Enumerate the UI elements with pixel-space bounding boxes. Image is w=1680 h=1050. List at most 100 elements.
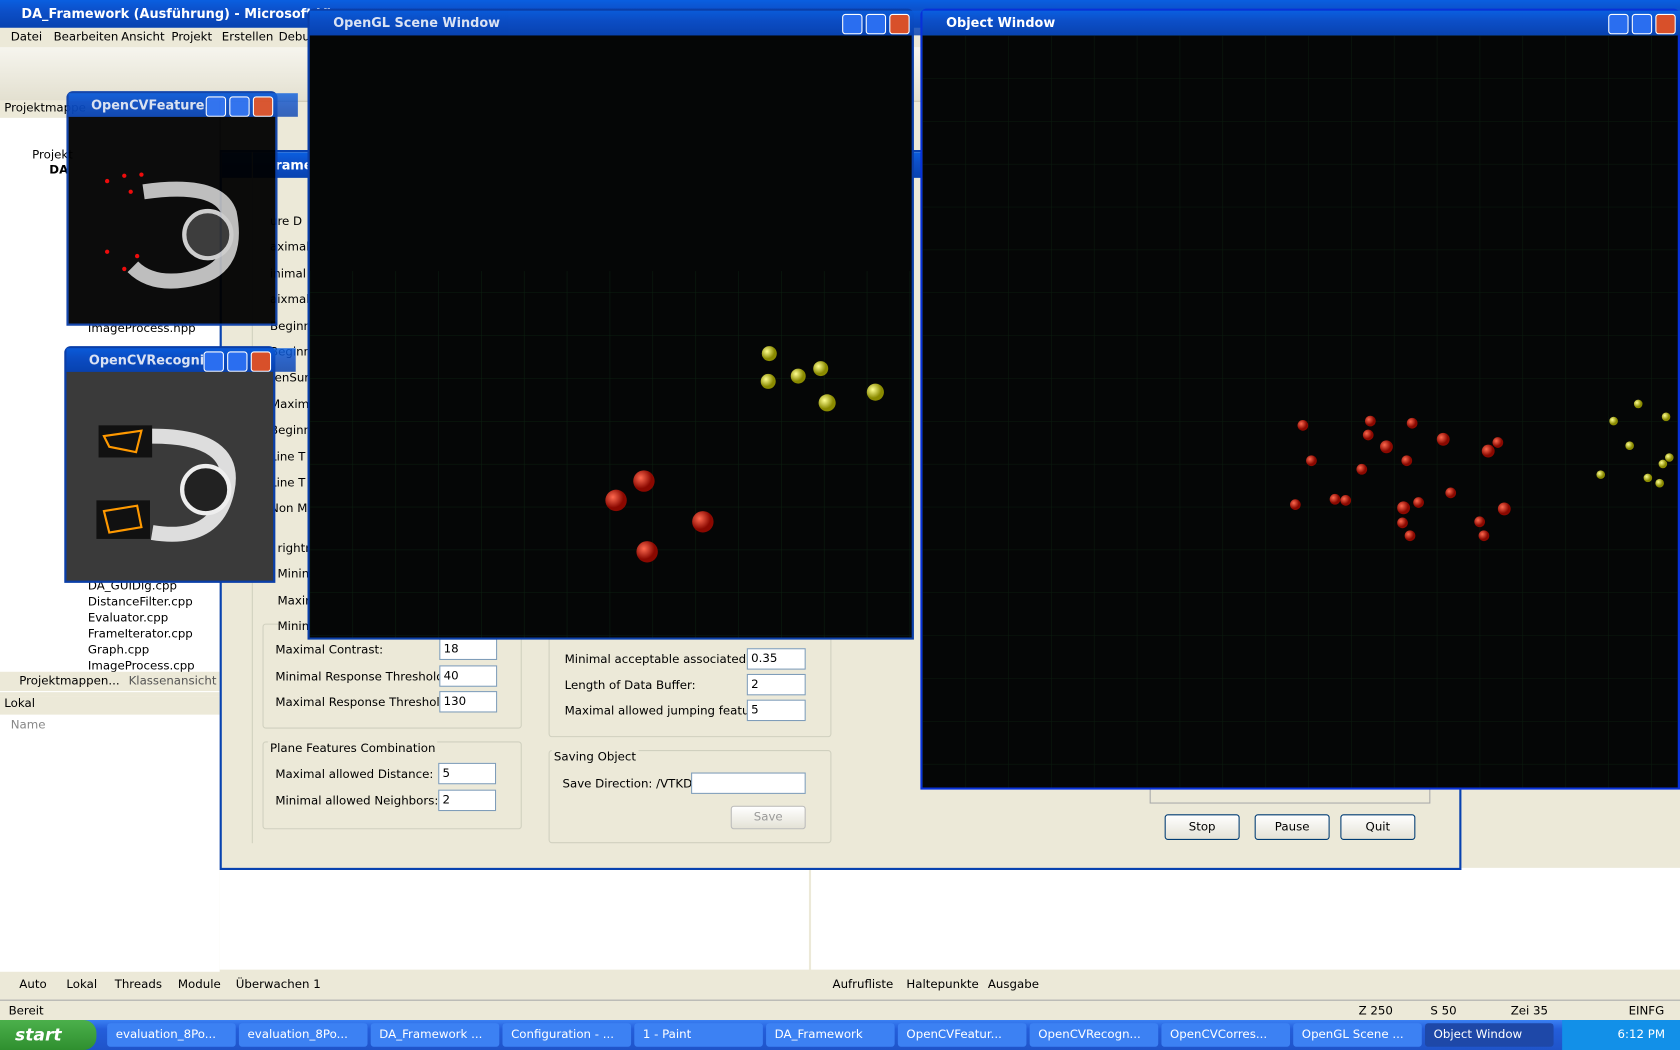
tree-file[interactable]: Graph.cpp	[87, 642, 150, 657]
tree-file[interactable]: FrameIterator.cpp	[87, 626, 193, 641]
close-button[interactable]	[889, 13, 910, 35]
taskbar-item[interactable]: DA_Framework ...	[370, 1023, 500, 1047]
taskbar-item[interactable]: Configuration - ...	[502, 1023, 632, 1047]
debug-tab[interactable]: Threads	[114, 977, 163, 992]
field-label: ure D	[270, 214, 303, 229]
field-label: aixmal	[270, 292, 310, 307]
opengl-window: OpenGL Scene Window	[307, 8, 936, 640]
dialog-button[interactable]: Pause	[1254, 814, 1330, 841]
status-text: S 50	[1430, 1003, 1457, 1018]
taskbar-item[interactable]: DA_Framework	[766, 1023, 895, 1047]
window-title: OpenGL Scene Window	[309, 10, 936, 36]
status-text: Z 250	[1358, 1003, 1393, 1018]
debug-tab[interactable]: Ausgabe	[987, 977, 1039, 992]
text-input[interactable]	[691, 772, 806, 794]
taskbar: start 6:12 PM evaluation_8Po... evaluatio…	[0, 1020, 1680, 1050]
debug-tabs: Auto Lokal Threads Module Überwachen 1	[0, 975, 809, 994]
text-input[interactable]: 5	[746, 699, 806, 722]
field-label: Maxim	[270, 397, 310, 412]
debug-tab[interactable]: Überwachen 1	[235, 977, 321, 992]
field-label: Length of Data Buffer:	[564, 678, 696, 693]
dialog-button[interactable]: Stop	[1164, 814, 1240, 841]
status-text: Zei 35	[1510, 1003, 1549, 1018]
debug-tab[interactable]: Lokal	[66, 977, 98, 992]
menu-item[interactable]: Datei	[10, 30, 43, 44]
tree-root: Projekt	[32, 147, 73, 162]
field-label: Line T	[270, 475, 306, 490]
tree-file[interactable]: ImageProcess.cpp	[87, 658, 195, 673]
close-button[interactable]	[1655, 13, 1676, 35]
tree-file[interactable]: Evaluator.cpp	[87, 610, 169, 625]
text-input[interactable]: 40	[439, 664, 498, 687]
field-label: Save Direction: /VTKData/	[562, 776, 716, 791]
debug-tab[interactable]: Module	[177, 977, 221, 992]
field-label: Minimal acceptable associated Rate:	[564, 652, 781, 667]
output-area	[811, 867, 1680, 970]
taskbar-item[interactable]: Object Window	[1425, 1023, 1554, 1047]
panel-tab[interactable]: Projektmappen...	[19, 673, 120, 688]
text-input[interactable]: 18	[439, 638, 498, 661]
panel-title: Projektmappe	[4, 100, 86, 115]
camera-image	[68, 116, 276, 324]
status-text: EINFG	[1628, 1003, 1665, 1018]
taskbar-item[interactable]: OpenGL Scene ...	[1293, 1023, 1422, 1047]
debug-tab[interactable]: Aufrufliste	[832, 977, 894, 992]
menu-item[interactable]: Erstellen	[221, 30, 274, 44]
minimize-button[interactable]	[205, 96, 227, 117]
group-title: Saving Object	[551, 750, 639, 764]
locals-panel: Lokal Name	[0, 696, 220, 972]
minimize-button[interactable]	[842, 13, 863, 35]
field-label: Maxim	[277, 593, 317, 608]
debug-tab[interactable]: Haltepunkte	[906, 977, 979, 992]
taskbar-item[interactable]: evaluation_8Po...	[238, 1023, 368, 1047]
save-button[interactable]: Save	[730, 805, 806, 830]
close-button[interactable]	[250, 351, 272, 372]
menu-item[interactable]: Projekt	[171, 30, 213, 44]
text-input[interactable]: 5	[438, 762, 497, 785]
group-title: Plane Features Combination	[267, 741, 438, 756]
camera-image	[66, 371, 274, 581]
object-window: Object Window	[920, 8, 1680, 790]
menu-item[interactable]: Bearbeiten	[53, 30, 119, 44]
field-label: Beginn	[270, 423, 312, 438]
menu-item[interactable]: Ansicht	[121, 30, 165, 44]
close-button[interactable]	[252, 96, 274, 117]
field-label: Maximal allowed jumping features:	[564, 703, 772, 718]
minimize-button[interactable]	[203, 351, 224, 372]
taskbar-item[interactable]: OpenCVRecogn...	[1029, 1023, 1159, 1047]
maximize-button[interactable]	[1631, 13, 1653, 35]
menu-item[interactable]: Debu	[278, 30, 310, 44]
text-input[interactable]: 0.35	[746, 648, 806, 670]
maximize-button[interactable]	[229, 96, 250, 117]
field-label: tenSurf	[270, 371, 314, 386]
text-input[interactable]: 130	[439, 691, 498, 713]
recognition-window: OpenCVRecogni...	[64, 346, 296, 583]
debug-tabs: Aufrufliste Haltepunkte Ausgabe	[814, 975, 1671, 994]
window-title: Object Window	[922, 10, 1680, 36]
taskbar-item[interactable]: OpenCVCorres...	[1161, 1023, 1291, 1047]
maximize-button[interactable]	[227, 351, 248, 372]
status-text: Bereit	[8, 1003, 44, 1018]
field-label: Maximal Response Threshold:	[275, 695, 452, 710]
feature-window: OpenCVFeature...	[66, 91, 298, 326]
field-label: aximal	[270, 240, 310, 255]
taskbar-item[interactable]: OpenCVFeatur...	[897, 1023, 1027, 1047]
tree-file[interactable]: DistanceFilter.cpp	[87, 594, 193, 609]
dialog-button[interactable]: Quit	[1340, 814, 1416, 841]
taskbar-item[interactable]: 1 - Paint	[634, 1023, 763, 1047]
field-label: Maximal Contrast:	[275, 642, 384, 657]
panel-tab[interactable]: Klassenansicht	[128, 673, 217, 688]
status-bar: Bereit Z 250 S 50 Zei 35 EINFG	[0, 999, 1680, 1022]
field-label: inimal	[270, 266, 307, 281]
maximize-button[interactable]	[865, 13, 887, 35]
text-input[interactable]: 2	[438, 789, 497, 811]
text-input[interactable]: 2	[746, 673, 806, 696]
gl-view	[309, 35, 912, 638]
field-label: Non M	[270, 501, 308, 516]
group-box	[548, 750, 832, 844]
taskbar-item[interactable]: evaluation_8Po...	[107, 1023, 236, 1047]
minimize-button[interactable]	[1608, 13, 1629, 35]
debug-tab[interactable]: Auto	[19, 977, 47, 992]
start-button[interactable]: start	[0, 1020, 97, 1050]
